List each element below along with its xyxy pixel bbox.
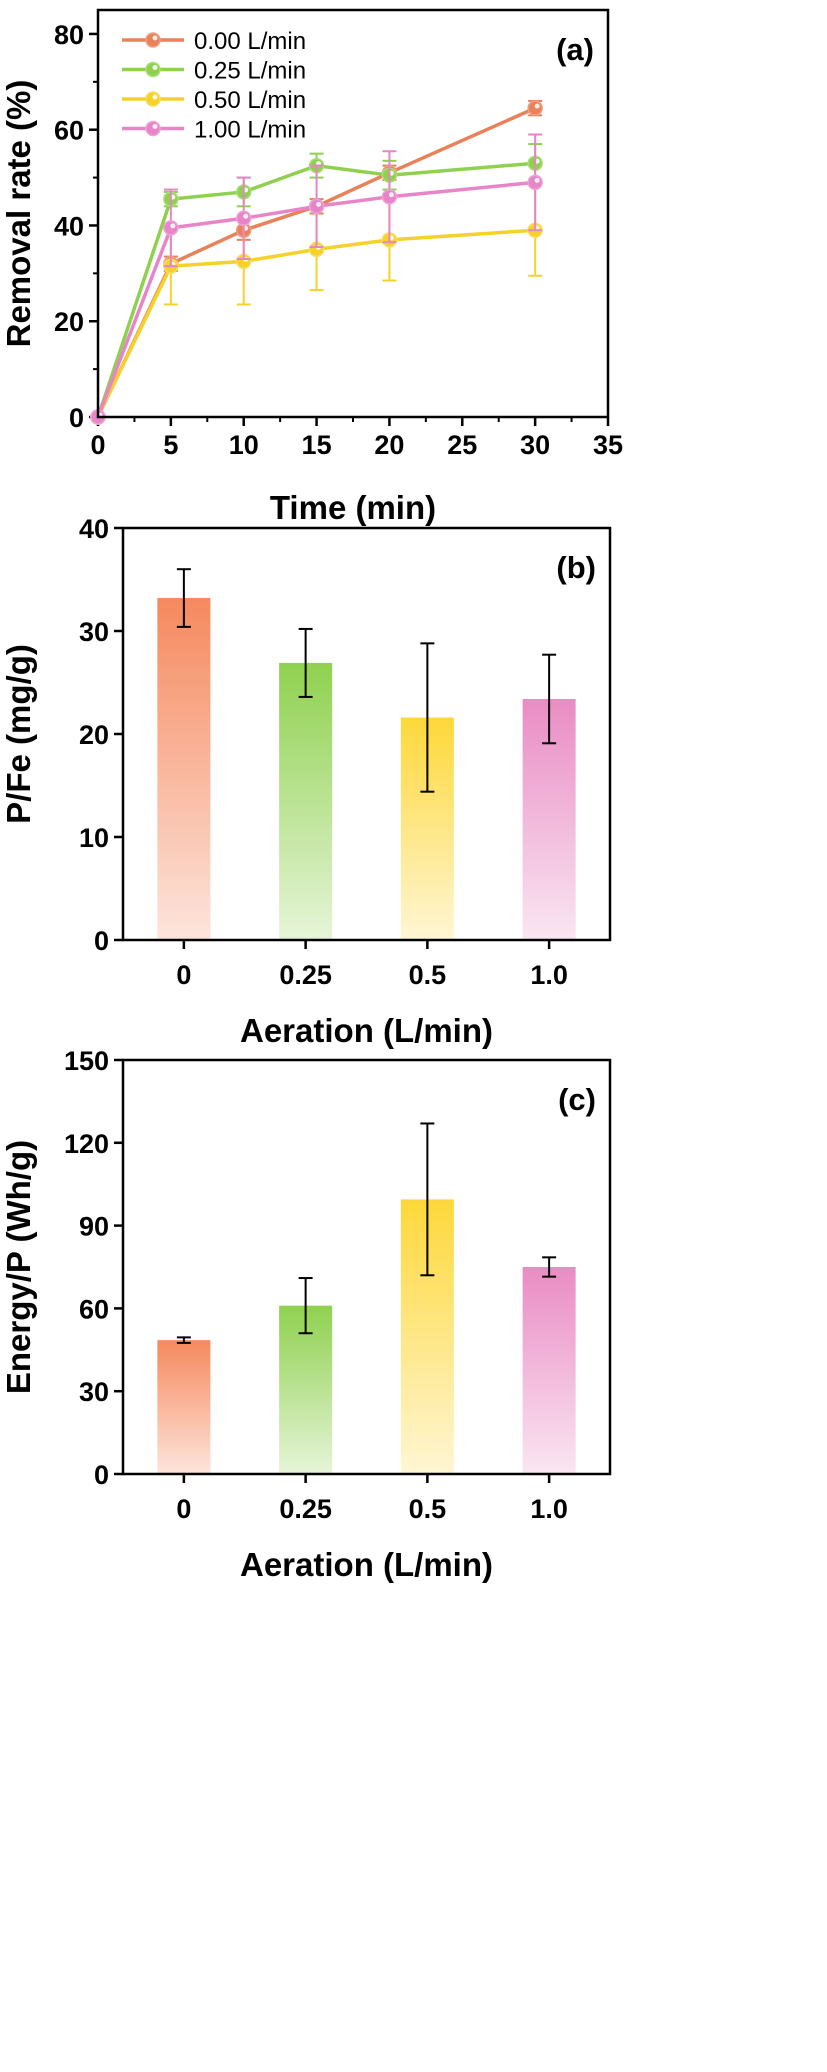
a-legend-marker: [145, 91, 161, 107]
c-x-tick-label: 1.0: [530, 1494, 568, 1524]
b-x-tick-label: 0.5: [409, 960, 447, 990]
panel-c-ticks: 0 30 60 90 120 150 0 0.25 0.5 1.0: [64, 1046, 568, 1524]
a-point-highlight: [170, 223, 176, 229]
c-bar-0: [157, 1340, 211, 1474]
a-legend-label: 0.50 L/min: [194, 87, 306, 114]
a-point-highlight: [388, 192, 394, 198]
a-series-line: [96, 161, 536, 418]
b-bar-1: [279, 662, 333, 940]
panel-b-x-axis-title: Aeration (L/min): [240, 1012, 493, 1049]
a-legend-label: 0.00 L/min: [194, 28, 306, 55]
a-y-tick-label: 40: [54, 211, 84, 241]
a-x-tick-label: 10: [229, 430, 259, 460]
b-x-tick-label: 0: [176, 960, 191, 990]
a-x-tick-label: 30: [520, 430, 550, 460]
a-legend-highlight: [152, 124, 158, 129]
c-x-tick-label: 0.5: [409, 1494, 447, 1524]
a-x-tick-label: 0: [90, 430, 105, 460]
a-data-point: [235, 210, 252, 227]
b-y-tick-label: 40: [79, 514, 109, 544]
a-point-highlight: [534, 177, 540, 183]
panel-c-plot-frame: [121, 1058, 612, 1476]
a-data-point: [163, 220, 179, 236]
a-y-tick-label: 0: [69, 403, 84, 433]
a-point-highlight: [243, 213, 249, 219]
a-point-highlight: [316, 201, 322, 207]
a-data-point: [308, 198, 325, 215]
b-x-tick-label: 0.25: [279, 960, 332, 990]
panel-a-label: (a): [556, 32, 594, 67]
c-bar-3: [522, 1267, 576, 1474]
a-data-point: [381, 188, 398, 205]
a-x-tick-label: 35: [593, 430, 623, 460]
panel-a-y-axis-title: Removal rate (%): [0, 80, 37, 348]
c-x-tick-label: 0: [176, 1494, 191, 1524]
c-y-tick-label: 120: [64, 1129, 109, 1159]
panel-b-label: (b): [556, 550, 596, 585]
c-y-tick-label: 150: [64, 1046, 109, 1076]
panel-a-plot-frame: [96, 8, 610, 419]
panel-b-y-axis-title: P/Fe (mg/g): [0, 644, 37, 824]
a-legend-label: 1.00 L/min: [194, 117, 306, 144]
c-y-tick-label: 60: [79, 1294, 109, 1324]
a-x-tick-label: 20: [374, 430, 404, 460]
c-y-tick-label: 0: [94, 1460, 109, 1490]
panel-c-y-axis-title: Energy/P (Wh/g): [0, 1140, 37, 1394]
b-y-tick-label: 10: [79, 823, 109, 853]
panel-b-bars: [157, 568, 576, 940]
a-x-tick-label: 25: [447, 430, 477, 460]
a-legend-marker: [145, 120, 161, 137]
panel-c-x-axis-title: Aeration (L/min): [240, 1546, 493, 1583]
panel-b-p-fe-chart: (b) Aeration (L/min) P/Fe (mg/g) 0 10 20 30…: [0, 514, 612, 1049]
panel-b-ticks: 0 10 20 30 40 0 0.25 0.5 1.0: [79, 514, 568, 990]
a-x-tick-label: 5: [163, 430, 178, 460]
panel-c-bars: [157, 1122, 576, 1474]
a-legend-marker: [145, 61, 161, 78]
b-y-tick-label: 0: [94, 926, 109, 956]
a-series-3: [90, 133, 543, 425]
panel-a-ticks: 0 20 40 60 80 0 5 10 15 20 25 30 35: [54, 20, 623, 460]
a-y-tick-label: 60: [54, 116, 84, 146]
c-x-tick-label: 0.25: [279, 1494, 332, 1524]
panel-b-plot-frame: [121, 526, 612, 942]
a-series-line: [96, 228, 536, 418]
panel-c-label: (c): [558, 1082, 596, 1117]
a-y-tick-label: 80: [54, 20, 84, 50]
panel-c-energy-chart: (c) Aeration (L/min) Energy/P (Wh/g) 0 30…: [0, 1046, 612, 1583]
b-bar-0: [157, 598, 211, 940]
panel-a-x-axis-title: Time (min): [270, 489, 436, 526]
a-data-point: [527, 174, 543, 191]
a-legend-label: 0.25 L/min: [194, 58, 306, 85]
a-point-highlight: [534, 103, 540, 109]
b-x-tick-label: 1.0: [530, 960, 568, 990]
b-y-tick-label: 20: [79, 720, 109, 750]
a-legend-highlight: [152, 35, 158, 41]
a-y-tick-label: 20: [54, 307, 84, 337]
panel-a-removal-rate-chart: (a) Time (min) Removal rate (%) 0 20 40 60 8…: [0, 8, 623, 526]
a-legend-highlight: [152, 65, 158, 70]
panel-a-series: [90, 99, 543, 425]
c-y-tick-label: 90: [79, 1212, 109, 1242]
c-y-tick-label: 30: [79, 1377, 109, 1407]
a-data-point: [527, 100, 543, 116]
a-series-line: [96, 180, 536, 418]
b-y-tick-label: 30: [79, 617, 109, 647]
a-legend-highlight: [152, 94, 158, 100]
a-x-tick-label: 15: [302, 430, 332, 460]
a-legend-marker: [145, 32, 161, 48]
